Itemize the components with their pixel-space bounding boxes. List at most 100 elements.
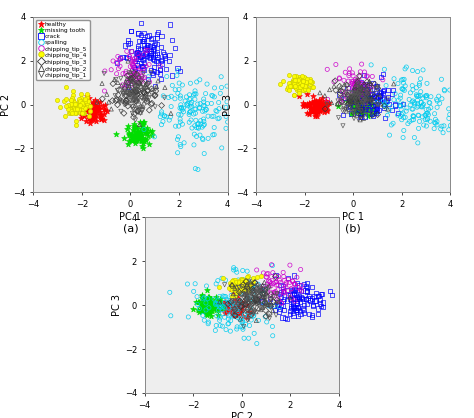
Point: [382, 102, 390, 109]
Point: [139, 118, 147, 125]
Point: [201, 301, 208, 308]
Point: [213, 300, 220, 306]
Point: [190, 305, 197, 312]
Point: [93, 99, 101, 105]
Point: [69, 92, 77, 99]
Point: [237, 287, 245, 293]
Point: [191, 110, 199, 117]
Point: [246, 297, 254, 303]
Point: [376, 93, 383, 100]
Point: [350, 110, 358, 117]
Point: [289, 80, 297, 87]
Point: [245, 293, 252, 300]
Point: [355, 93, 363, 99]
Point: [265, 303, 273, 309]
Point: [370, 93, 377, 99]
Point: [247, 298, 255, 305]
Point: [230, 306, 237, 313]
Point: [295, 83, 303, 89]
Point: [353, 105, 361, 112]
Point: [277, 294, 285, 301]
Point: [348, 89, 356, 96]
Point: [314, 305, 321, 312]
Point: [201, 121, 208, 128]
Point: [142, 49, 150, 56]
Point: [243, 296, 250, 303]
Point: [133, 50, 140, 56]
Point: [310, 107, 317, 114]
Point: [315, 107, 323, 114]
Point: [146, 79, 153, 85]
Point: [309, 84, 316, 90]
Point: [360, 86, 367, 93]
Point: [96, 112, 103, 119]
Point: [191, 96, 199, 102]
Point: [292, 291, 300, 298]
Point: [389, 87, 397, 93]
Point: [205, 309, 212, 316]
Point: [213, 313, 220, 319]
Point: [309, 105, 316, 112]
Point: [227, 317, 235, 324]
Point: [355, 89, 363, 95]
Point: [408, 99, 416, 105]
Point: [149, 47, 157, 54]
Point: [374, 99, 381, 106]
Point: [144, 76, 152, 82]
Point: [140, 66, 147, 73]
Point: [240, 299, 248, 306]
Point: [336, 83, 344, 90]
Point: [158, 60, 166, 67]
Point: [150, 92, 158, 99]
Point: [127, 97, 135, 104]
Point: [137, 20, 145, 26]
Point: [245, 298, 252, 305]
Point: [82, 104, 89, 111]
Point: [182, 98, 189, 104]
Point: [352, 101, 359, 107]
Point: [210, 300, 218, 307]
Point: [363, 81, 370, 88]
Point: [279, 283, 287, 290]
Point: [180, 105, 187, 112]
Point: [299, 305, 307, 312]
Point: [394, 110, 402, 116]
Point: [356, 92, 364, 99]
Point: [353, 96, 361, 102]
Point: [132, 82, 139, 89]
Point: [229, 291, 237, 298]
Point: [303, 301, 311, 307]
Point: [365, 101, 372, 108]
Point: [243, 281, 251, 288]
Point: [159, 92, 167, 99]
Point: [301, 82, 309, 89]
Point: [139, 140, 147, 147]
Point: [97, 113, 105, 120]
Point: [176, 116, 184, 122]
Point: [155, 59, 162, 66]
Point: [177, 102, 184, 108]
Point: [245, 316, 253, 323]
Point: [121, 87, 128, 94]
Point: [314, 107, 322, 114]
Point: [196, 104, 203, 111]
Point: [204, 302, 212, 309]
Point: [214, 302, 222, 308]
Point: [314, 100, 321, 107]
Point: [151, 133, 158, 140]
Point: [249, 283, 256, 290]
Point: [254, 290, 261, 297]
Point: [214, 115, 222, 122]
Point: [401, 87, 408, 94]
Point: [360, 115, 367, 122]
Point: [293, 81, 301, 87]
Point: [257, 273, 265, 279]
Point: [424, 115, 431, 122]
Point: [234, 314, 241, 321]
Point: [347, 93, 355, 100]
Point: [394, 97, 402, 104]
Point: [186, 92, 193, 98]
Point: [259, 290, 266, 296]
Point: [373, 82, 381, 89]
Point: [292, 281, 299, 288]
